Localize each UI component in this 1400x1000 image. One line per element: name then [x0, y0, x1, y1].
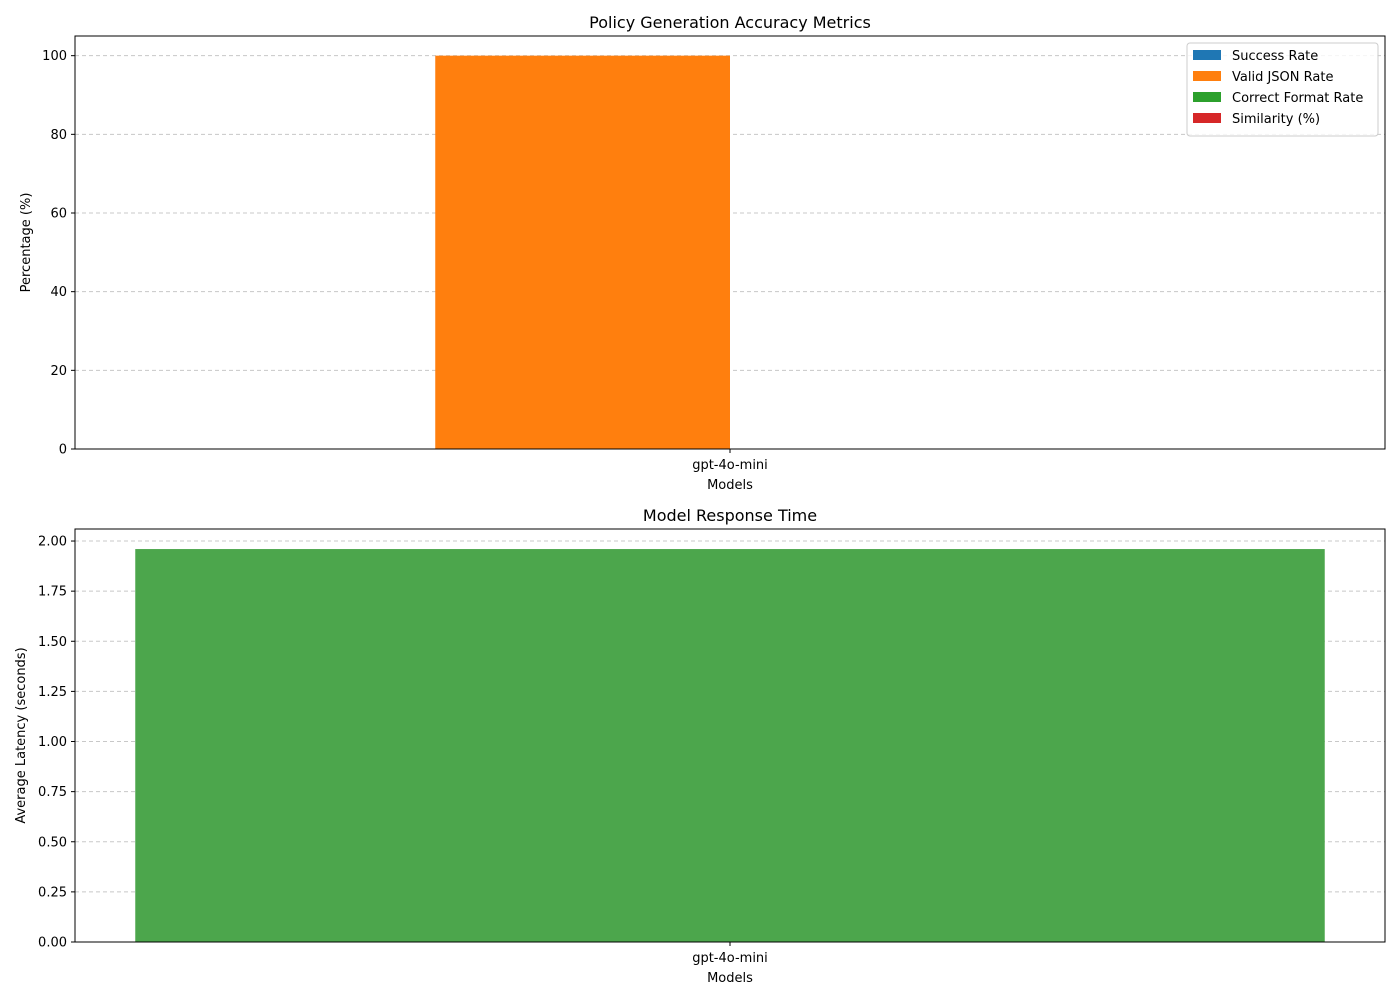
y-tick-label: 0.25 [38, 885, 67, 900]
y-tick-label: 0.50 [38, 835, 67, 850]
y-tick-label: 100 [42, 49, 67, 64]
legend-swatch [1193, 113, 1221, 123]
legend-swatch [1193, 92, 1221, 102]
x-axis-label: Models [707, 478, 753, 493]
y-tick-label: 20 [50, 364, 67, 379]
legend-box [1186, 42, 1379, 137]
legend-swatch [1193, 50, 1221, 60]
y-tick-label: 1.75 [38, 585, 67, 600]
chart-title: Model Response Time [643, 506, 817, 525]
y-tick-label: 1.00 [38, 735, 67, 750]
bar-valid-json-rate [435, 55, 730, 450]
legend-label: Success Rate [1232, 49, 1318, 64]
y-tick-label: 80 [50, 128, 67, 143]
x-tick-label: gpt-4o-mini [692, 458, 768, 473]
chart-title: Policy Generation Accuracy Metrics [589, 13, 871, 32]
y-tick-label: 0.75 [38, 785, 67, 800]
bar-latency [135, 549, 1325, 942]
legend-label: Valid JSON Rate [1232, 70, 1333, 85]
legend-label: Similarity (%) [1232, 112, 1320, 127]
legend-swatch [1193, 71, 1221, 81]
y-tick-label: 1.25 [38, 685, 67, 700]
accuracy-chart: 0 20 40 60 80 100 gpt-4o-mini Policy Generation… [19, 13, 1386, 493]
y-tick-label: 60 [50, 207, 67, 222]
y-tick-label: 40 [50, 285, 67, 300]
latency-chart: 0.00 0.25 0.50 0.75 1.00 1.25 1.50 1.75 2.00 gpt-… [14, 506, 1386, 986]
y-axis-label: Percentage (%) [19, 193, 34, 293]
legend-label: Correct Format Rate [1232, 91, 1363, 106]
x-axis-label: Models [707, 971, 753, 986]
x-tick-label: gpt-4o-mini [692, 951, 768, 966]
y-tick-label: 0 [59, 443, 67, 458]
y-axis-label: Average Latency (seconds) [14, 647, 29, 823]
y-tick-label: 1.50 [38, 635, 67, 650]
y-tick-label: 0.00 [38, 936, 67, 951]
y-tick-label: 2.00 [38, 535, 67, 550]
